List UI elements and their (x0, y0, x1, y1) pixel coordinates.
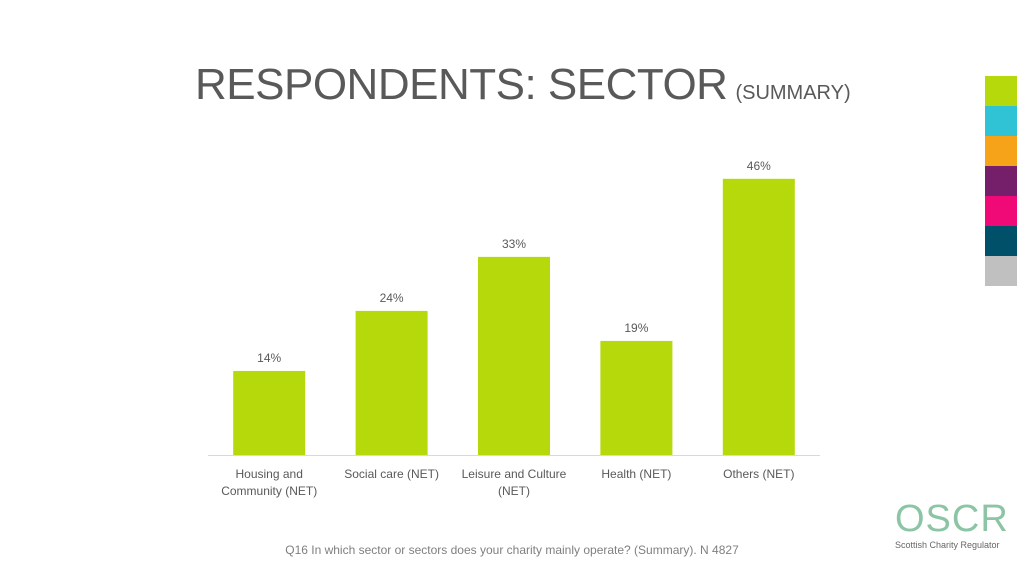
data-label: 24% (380, 291, 404, 305)
bar (722, 178, 795, 455)
color-swatch (985, 226, 1017, 256)
color-swatch (985, 196, 1017, 226)
bar (355, 310, 428, 455)
category-label: Social care (NET) (344, 467, 439, 481)
color-swatch (985, 76, 1017, 106)
page-title: RESPONDENTS: SECTOR (SUMMARY) (195, 60, 851, 110)
category-label: Health (NET) (601, 467, 671, 481)
bar (233, 370, 306, 455)
oscr-logo: OSCR Scottish Charity Regulator (895, 498, 1009, 550)
title-subtitle: (SUMMARY) (735, 82, 851, 104)
logo-tagline: Scottish Charity Regulator (895, 540, 1000, 550)
data-label: 19% (624, 321, 648, 335)
data-label: 14% (257, 351, 281, 365)
logo-wordmark: OSCR (895, 498, 1009, 540)
category-label: Leisure and Culture (NET) (462, 467, 567, 498)
color-swatch (985, 136, 1017, 166)
question-footnote: Q16 In which sector or sectors does your… (285, 543, 739, 557)
color-swatch (985, 256, 1017, 286)
data-label: 46% (747, 159, 771, 173)
category-label: Others (NET) (723, 467, 794, 481)
title-main: RESPONDENTS: SECTOR (195, 60, 728, 109)
data-label: 33% (502, 237, 526, 251)
color-swatch (985, 166, 1017, 196)
color-swatch (985, 106, 1017, 136)
color-swatch-strip (985, 76, 1017, 286)
bar (600, 340, 673, 455)
bar (478, 256, 550, 455)
category-label: Housing and Community (NET) (221, 467, 317, 498)
